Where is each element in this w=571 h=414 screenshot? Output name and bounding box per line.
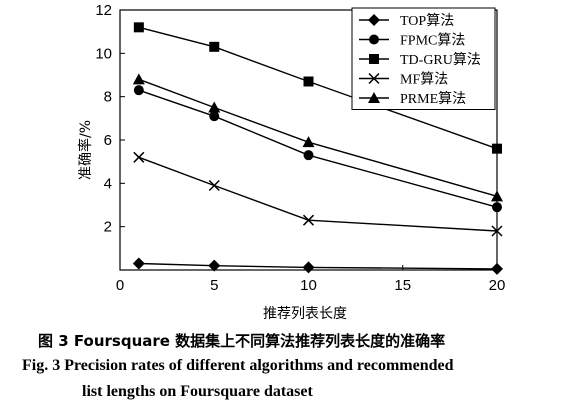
- series-line: [138, 262, 498, 270]
- series-1: [133, 85, 502, 213]
- data-point-square: [133, 22, 144, 33]
- data-point-triangle: [302, 136, 315, 148]
- data-point-triangle: [132, 73, 145, 85]
- data-point-circle: [492, 202, 502, 213]
- data-point-cross: [208, 179, 220, 192]
- data-point-triangle: [491, 190, 503, 202]
- data-point-diamond: [302, 261, 315, 274]
- x-tick-label: 20: [489, 277, 506, 294]
- data-point-cross: [302, 214, 315, 226]
- y-tick-label: 4: [104, 175, 112, 192]
- data-point-cross: [133, 151, 145, 163]
- series-line: [138, 26, 498, 150]
- data-point-diamond: [208, 259, 221, 272]
- y-tick-label: 2: [104, 219, 112, 236]
- legend-label: FPMC算法: [400, 33, 465, 49]
- data-point-square: [492, 143, 502, 154]
- legend-marker-cross: [368, 72, 380, 85]
- x-tick-label: 15: [394, 277, 411, 294]
- figure-caption-en-line2: list lengths on Foursquare dataset: [82, 383, 313, 400]
- series-2: [133, 22, 502, 154]
- data-point-circle: [209, 111, 220, 122]
- y-tick-label: 10: [95, 45, 112, 62]
- series-line: [138, 78, 498, 198]
- legend-label: MF算法: [400, 72, 448, 88]
- data-point-square: [209, 41, 220, 52]
- data-point-triangle: [208, 101, 221, 113]
- legend-marker-square: [369, 54, 379, 64]
- series-4: [132, 73, 503, 202]
- figure-caption-en-line1: Fig. 3 Precision rates of different algo…: [22, 357, 454, 374]
- x-tick-label: 5: [210, 277, 218, 294]
- legend-marker-triangle: [368, 92, 380, 103]
- x-tick-label: 10: [300, 277, 317, 294]
- data-point-circle: [303, 150, 314, 161]
- series-line: [138, 156, 498, 232]
- data-point-diamond: [132, 257, 145, 270]
- data-point-cross: [491, 225, 503, 237]
- legend-label: TOP算法: [400, 13, 454, 29]
- legend-item: TD-GRU算法: [359, 52, 481, 68]
- legend-marker-circle: [369, 34, 379, 45]
- legend-item: FPMC算法: [359, 33, 465, 49]
- legend-item: MF算法: [359, 72, 448, 88]
- data-point-diamond: [491, 262, 503, 275]
- legend-label: PRME算法: [400, 91, 466, 107]
- series-3: [133, 151, 503, 237]
- line-chart: 0 5 10 15 20 2 4 6 8 10 12 TOP算法 FPMC算法 TD-GRU算法 MF算法…: [77, 2, 506, 322]
- x-tick-label: 0: [116, 277, 124, 294]
- legend-item: PRME算法: [359, 91, 466, 107]
- y-axis-title: 准确率/%: [77, 120, 94, 180]
- y-tick-label: 12: [95, 2, 112, 19]
- figure-caption-cn: 图 3 Foursquare 数据集上不同算法推荐列表长度的准确率: [38, 332, 446, 350]
- data-point-circle: [133, 85, 144, 96]
- legend-label: TD-GRU算法: [400, 52, 481, 68]
- data-point-square: [303, 76, 314, 87]
- series-line: [138, 89, 498, 208]
- y-tick-label: 8: [104, 89, 112, 106]
- y-tick-label: 6: [104, 132, 112, 149]
- x-axis-title: 推荐列表长度: [263, 306, 347, 322]
- series-0: [132, 257, 503, 275]
- legend-item: TOP算法: [359, 13, 454, 29]
- legend-marker-diamond: [368, 14, 380, 26]
